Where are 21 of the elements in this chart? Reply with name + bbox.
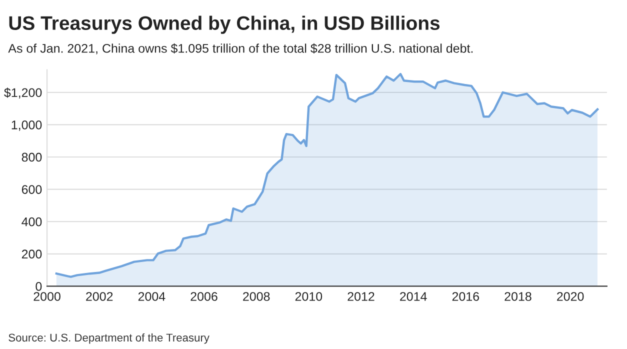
y-tick-label: 400 — [22, 217, 42, 226]
x-tick-label: 2018 — [504, 292, 532, 301]
x-tick-label: 2002 — [86, 292, 113, 301]
x-tick-label: 2012 — [348, 292, 374, 301]
chart-subtitle: As of Jan. 2021, China owns $1.095 trillion of the total $28 trillion U.S. national debt. — [8, 43, 473, 54]
y-tick-label: 600 — [22, 185, 42, 194]
y-tick-label: 0 — [36, 282, 42, 291]
x-tick-label: 2014 — [400, 292, 427, 301]
x-tick-label: 2004 — [138, 292, 166, 301]
y-tick-label: $1,200 — [4, 88, 42, 99]
y-tick-label: 1,000 — [12, 120, 42, 131]
source-note: Source: U.S. Department of the Treasury — [8, 333, 210, 344]
x-tick-label: 2020 — [557, 292, 584, 301]
x-tick-label: 2010 — [295, 292, 322, 301]
x-tick-label: 2006 — [190, 292, 218, 301]
y-tick-label: 200 — [22, 250, 42, 259]
x-tick-label: 2016 — [452, 292, 480, 301]
x-tick-label: 2008 — [243, 292, 270, 301]
x-tick-label: 2000 — [34, 292, 60, 301]
y-tick-label: 800 — [22, 152, 42, 162]
chart-title: US Treasurys Owned by China, in USD Billions — [9, 16, 440, 34]
